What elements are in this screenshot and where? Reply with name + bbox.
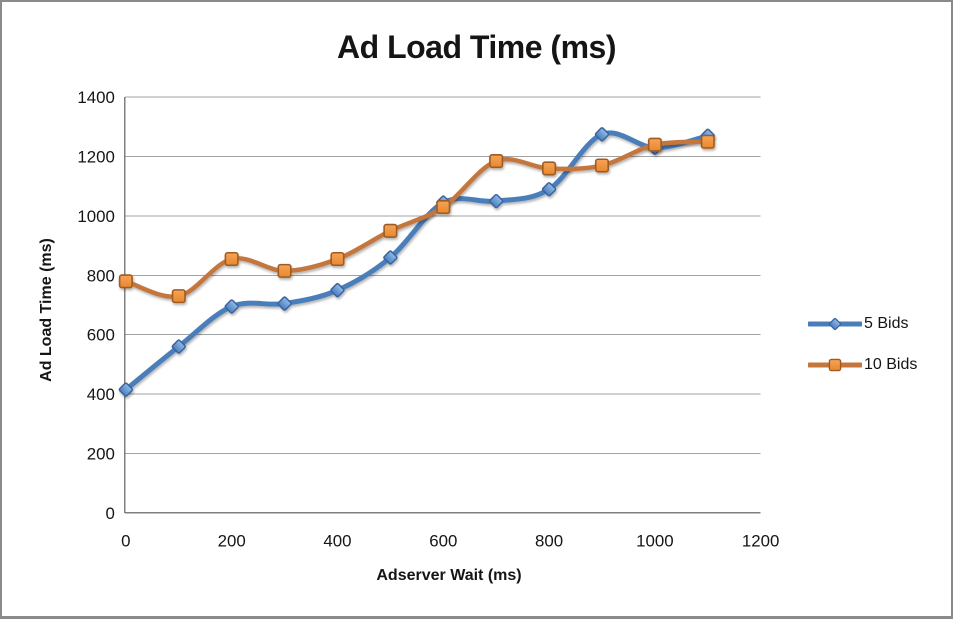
y-tick-label-800: 800 bbox=[87, 266, 115, 285]
x-tick-label-1000: 1000 bbox=[636, 532, 674, 551]
chart-title: Ad Load Time (ms) bbox=[337, 29, 616, 65]
y-tick-label-1200: 1200 bbox=[77, 148, 115, 167]
legend-item-10-bids: 10 Bids bbox=[808, 355, 917, 375]
square-marker bbox=[118, 274, 133, 289]
y-tick-label-200: 200 bbox=[87, 444, 115, 463]
diamond-marker bbox=[541, 182, 557, 197]
diamond-marker bbox=[171, 339, 186, 354]
diamond-marker bbox=[118, 382, 134, 397]
y-tick-label-1000: 1000 bbox=[77, 207, 115, 226]
x-tick-label-0: 0 bbox=[121, 532, 130, 551]
y-tick-label-1400: 1400 bbox=[77, 88, 115, 107]
x-tick-label-800: 800 bbox=[535, 532, 563, 551]
diamond-marker bbox=[330, 283, 345, 298]
line-diamond-marker-icon bbox=[808, 317, 862, 331]
x-tick-label-400: 400 bbox=[323, 532, 351, 551]
legend-label-5-bids: 5 Bids bbox=[864, 315, 909, 332]
diamond-marker bbox=[594, 127, 610, 142]
x-tick-label-1200: 1200 bbox=[742, 532, 780, 551]
diamond-marker bbox=[277, 296, 292, 311]
series-line bbox=[123, 130, 711, 393]
square-marker bbox=[489, 154, 504, 169]
x-axis-title: Adserver Wait (ms) bbox=[376, 567, 522, 584]
legend-label-10-bids: 10 Bids bbox=[864, 356, 918, 373]
y-tick-label-0: 0 bbox=[106, 504, 115, 523]
square-marker bbox=[542, 161, 557, 176]
y-tick-label-400: 400 bbox=[87, 385, 115, 404]
square-marker bbox=[594, 158, 610, 173]
series-10-bids bbox=[118, 134, 715, 304]
square-marker bbox=[383, 223, 398, 238]
y-tick-label-600: 600 bbox=[87, 326, 115, 345]
square-marker bbox=[700, 134, 715, 149]
diamond-marker bbox=[488, 193, 504, 209]
x-tick-label-600: 600 bbox=[429, 532, 457, 551]
square-marker bbox=[330, 251, 345, 267]
y-axis-title: Ad Load Time (ms) bbox=[38, 238, 55, 382]
square-marker bbox=[171, 289, 186, 304]
line-square-marker-icon bbox=[808, 358, 862, 372]
series-5-bids bbox=[118, 127, 715, 397]
series-line bbox=[123, 139, 711, 299]
legend: 5 Bids 10 Bids bbox=[808, 314, 917, 396]
diamond-marker bbox=[224, 299, 239, 314]
legend-item-5-bids: 5 Bids bbox=[808, 314, 917, 334]
x-tick-label-200: 200 bbox=[218, 532, 246, 551]
square-marker bbox=[436, 200, 451, 215]
diamond-marker bbox=[383, 250, 398, 265]
square-marker bbox=[224, 251, 239, 267]
square-marker bbox=[277, 263, 292, 278]
square-marker bbox=[647, 137, 662, 152]
